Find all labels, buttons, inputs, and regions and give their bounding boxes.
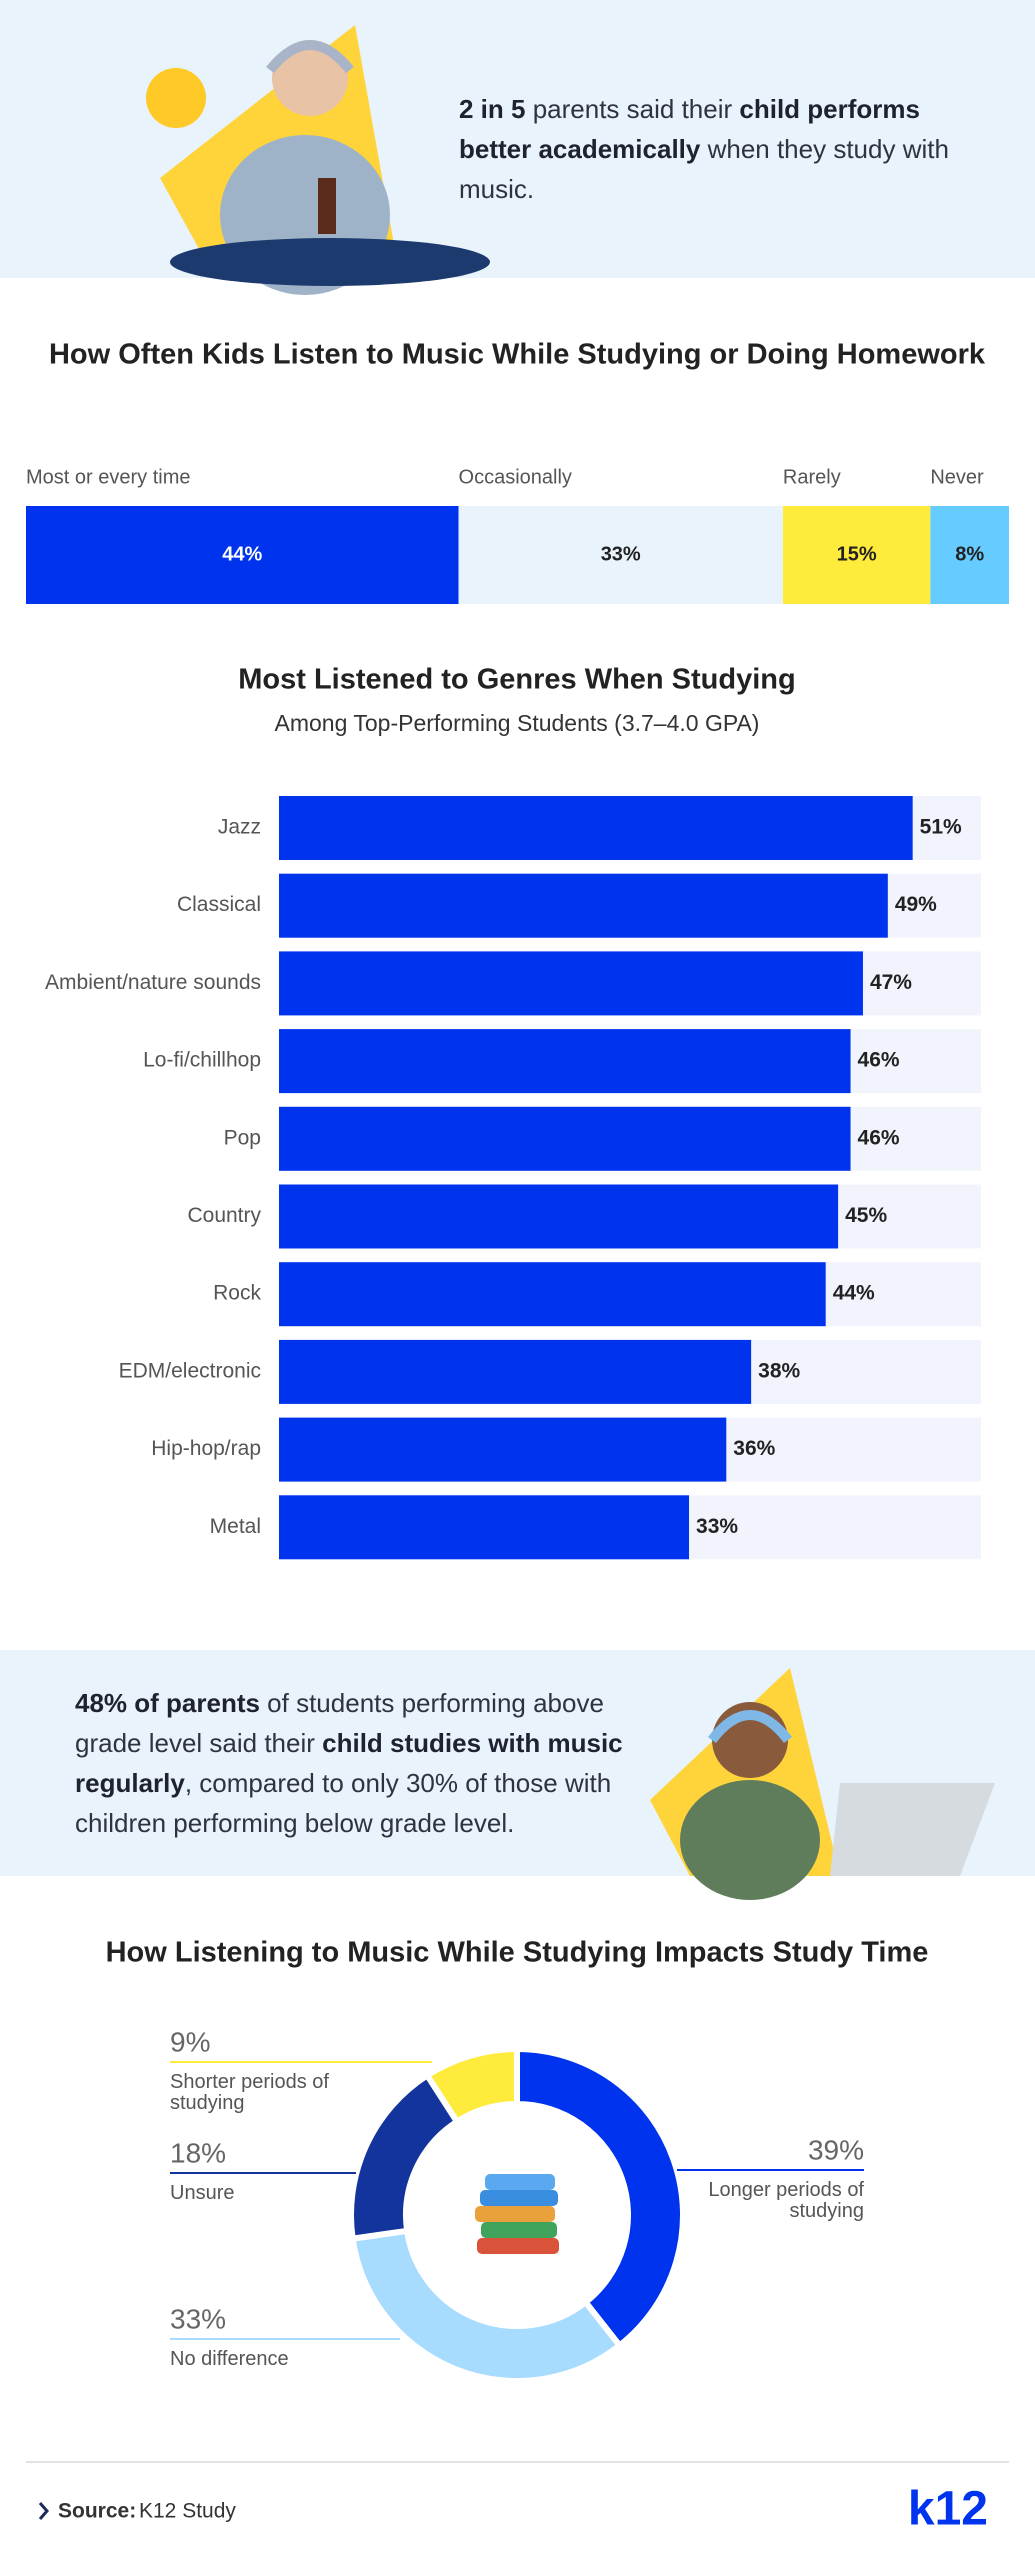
text-segment: child studies with music regularly: [75, 1728, 623, 1798]
value-label: 33%: [601, 543, 641, 565]
chevron: [38, 2502, 49, 2520]
bar-segment: [930, 506, 1009, 604]
book: [318, 178, 336, 234]
legend-label: Rarely: [783, 466, 841, 488]
head: [272, 40, 348, 116]
value-label: 18%: [170, 2137, 226, 2168]
callout-text: 48% of parents of students performing ab…: [75, 1683, 650, 1843]
category-label: Shorter periods of studying: [170, 2071, 329, 2114]
chart-title: How Often Kids Listen to Music While Stu…: [49, 339, 986, 371]
text-segment: 2 in 5: [459, 94, 526, 124]
value-label: 33%: [170, 2303, 226, 2334]
category-label: Rock: [213, 1282, 261, 1305]
category-label: Lo-fi/chillhop: [143, 1049, 261, 1072]
donut-segment: [349, 2227, 624, 2384]
bar-segment: [458, 506, 783, 604]
value-label: 9%: [170, 2026, 210, 2057]
chart-subtitle: Among Top-Performing Students (3.7–4.0 G…: [275, 710, 760, 736]
value-label: 15%: [837, 543, 877, 565]
bar: [279, 1339, 752, 1404]
chart-title: How Listening to Music While Studying Im…: [106, 1937, 929, 1969]
donut-segment: [423, 2045, 520, 2126]
bar: [279, 1184, 839, 1249]
shirt: [680, 1780, 820, 1900]
value-label: 8%: [955, 543, 984, 565]
value-label: 44%: [222, 543, 262, 565]
text-segment: parents said their: [525, 94, 740, 124]
category-label: Pop: [224, 1126, 261, 1149]
legend-label: Occasionally: [459, 466, 572, 488]
bar-segment: [26, 506, 459, 604]
value-label: 49%: [895, 893, 937, 916]
headphones: [266, 40, 354, 74]
hero-band: [0, 0, 1035, 278]
logo: k12: [908, 2483, 988, 2536]
text-segment: when they study with music.: [459, 134, 949, 204]
value-label: 39%: [808, 2134, 864, 2165]
bar: [279, 1495, 690, 1560]
category-label: Classical: [177, 893, 261, 916]
legend-label: Most or every time: [26, 466, 190, 488]
category-label: Longer periods of studying: [708, 2179, 864, 2222]
jeans: [170, 238, 490, 286]
chart-title: Most Listened to Genres When Studying: [238, 664, 795, 696]
value-label: 38%: [758, 1359, 800, 1382]
bar: [279, 796, 913, 860]
source-label: Source:: [58, 2500, 136, 2523]
donut-segment: [514, 2045, 686, 2350]
text-segment: child performs better academically: [459, 94, 920, 164]
headphones: [708, 1710, 792, 1744]
category-label: No difference: [170, 2348, 289, 2370]
text-segment: , compared to only 30% of those with chi…: [75, 1768, 612, 1838]
books-icon: [475, 2174, 559, 2254]
value-label: 36%: [733, 1437, 775, 1460]
category-label: Metal: [210, 1515, 261, 1538]
value-label: 47%: [870, 971, 912, 994]
text-segment: of students performing above grade level…: [75, 1688, 604, 1758]
bar: [279, 1417, 727, 1482]
source: K12 Study: [139, 2500, 236, 2523]
category-label: Jazz: [218, 816, 261, 839]
category-label: EDM/electronic: [119, 1359, 261, 1382]
bar: [279, 951, 863, 1016]
bar: [279, 873, 888, 938]
value-label: 44%: [833, 1282, 875, 1305]
value-label: 46%: [858, 1049, 900, 1072]
emoji: [146, 68, 206, 128]
value-label: 46%: [858, 1126, 900, 1149]
hero-text: 2 in 5 parents said their child performs…: [459, 89, 959, 209]
bar: [279, 1262, 826, 1327]
value-label: 45%: [845, 1204, 887, 1227]
bar-segment: [782, 506, 931, 604]
laptop: [830, 1783, 995, 1876]
category-label: Hip-hop/rap: [151, 1437, 261, 1460]
category-label: Unsure: [170, 2182, 235, 2204]
legend-label: Never: [930, 466, 984, 488]
value-label: 33%: [696, 1515, 738, 1538]
category-label: Country: [187, 1204, 261, 1227]
value-label: 51%: [920, 816, 962, 839]
bar: [279, 1029, 851, 1094]
category-label: Ambient/nature sounds: [45, 971, 261, 994]
text-segment: 48% of parents: [75, 1688, 260, 1718]
bar: [279, 1106, 851, 1171]
